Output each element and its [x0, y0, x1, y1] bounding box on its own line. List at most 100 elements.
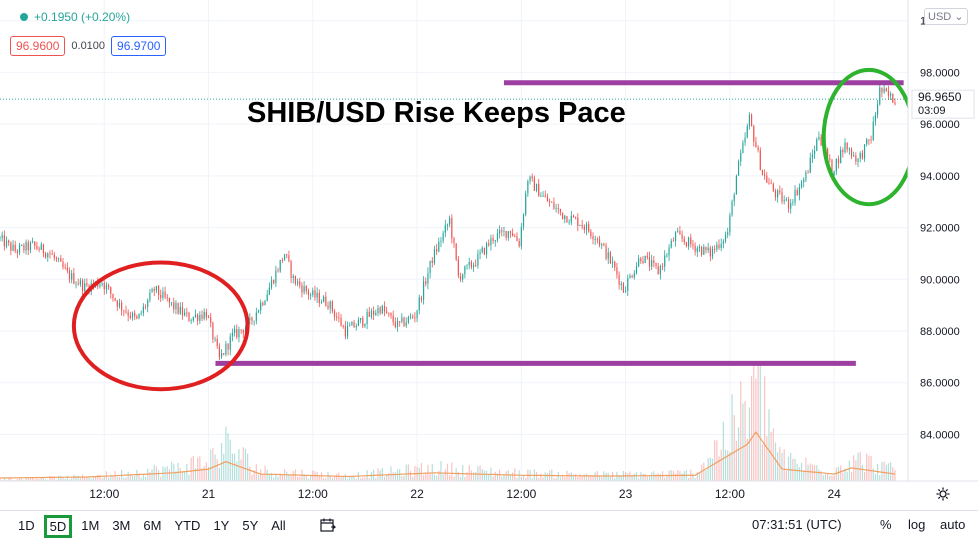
- range-button-1y[interactable]: 1Y: [213, 517, 230, 533]
- candle: [429, 260, 431, 279]
- volume-bar: [811, 464, 814, 481]
- volume-bar: [405, 464, 407, 481]
- volume-bar: [829, 475, 831, 481]
- volume-bar: [764, 376, 766, 481]
- buy-price-button[interactable]: 96.9700: [111, 36, 167, 56]
- auto-scale-toggle[interactable]: auto: [940, 517, 966, 532]
- range-button-1d[interactable]: 1D: [18, 517, 35, 533]
- candle: [527, 179, 529, 197]
- candle: [679, 225, 681, 235]
- volume-bar: [570, 472, 572, 481]
- candle: [870, 135, 872, 144]
- candle: [857, 158, 859, 168]
- candle: [207, 314, 210, 319]
- range-button-3m[interactable]: 3M: [112, 517, 131, 533]
- range-button-ytd[interactable]: YTD: [174, 517, 201, 533]
- candle-body: [379, 307, 381, 314]
- volume-bar: [34, 479, 36, 481]
- log-scale-toggle[interactable]: log: [908, 517, 926, 532]
- candle: [622, 281, 625, 294]
- candle-body: [190, 320, 192, 322]
- currency-selector[interactable]: USD ⌄: [924, 8, 968, 25]
- candle: [60, 255, 62, 262]
- sell-price-button[interactable]: 96.9600: [10, 36, 66, 56]
- candle: [685, 241, 688, 248]
- candle: [405, 317, 407, 328]
- price-chart[interactable]: SHIB/USD Rise Keeps Pace 84.0000 86.0000 8…: [0, 0, 978, 510]
- volume-bar: [525, 477, 527, 481]
- volume-bar: [153, 464, 155, 481]
- candle: [16, 249, 18, 258]
- volume-bar: [835, 467, 837, 481]
- candle: [364, 323, 366, 329]
- candle: [105, 282, 108, 294]
- candle: [292, 273, 294, 284]
- candle: [874, 111, 877, 126]
- candle-body: [887, 90, 890, 96]
- volume-bar: [236, 461, 238, 481]
- range-button-all[interactable]: All: [271, 517, 286, 533]
- candle-body: [355, 326, 357, 328]
- candle: [625, 286, 627, 293]
- candle-body: [742, 142, 744, 153]
- candle-body: [440, 241, 442, 242]
- candle: [40, 241, 42, 251]
- candle: [283, 253, 286, 261]
- volume-bar: [262, 474, 264, 481]
- volume-bar: [412, 476, 414, 481]
- candle: [507, 230, 509, 241]
- volume-bar: [201, 467, 203, 481]
- candle-body: [160, 294, 162, 298]
- percent-scale-toggle[interactable]: %: [880, 517, 892, 532]
- calendar-icon[interactable]: [320, 518, 336, 532]
- volume-bar: [520, 476, 522, 481]
- range-button-5d[interactable]: 5D: [43, 514, 73, 538]
- price-label-box: [911, 89, 975, 119]
- chart-area[interactable]: SHIB/USD Rise Keeps Pace 84.0000 86.0000 8…: [0, 0, 978, 510]
- candle-body: [512, 233, 514, 236]
- candle: [171, 302, 173, 307]
- candle: [466, 264, 468, 270]
- volume-bar: [729, 452, 731, 481]
- volume-bar: [92, 477, 95, 481]
- volume-bar: [436, 475, 438, 481]
- candle-body: [166, 297, 168, 299]
- candle-body: [216, 338, 218, 347]
- candle-body: [255, 312, 257, 321]
- volume-bar: [472, 472, 475, 481]
- candle: [787, 196, 790, 213]
- range-button-6m[interactable]: 6M: [143, 517, 162, 533]
- candle: [225, 340, 227, 357]
- candle: [774, 188, 777, 201]
- candle: [755, 136, 757, 148]
- candle: [781, 188, 783, 205]
- candle-body: [879, 87, 881, 105]
- volume-bar: [292, 470, 294, 481]
- candle-body: [0, 237, 1, 239]
- candle: [403, 316, 405, 327]
- candle-body: [307, 291, 310, 296]
- candle-body: [125, 311, 127, 313]
- volume-bar: [492, 476, 494, 481]
- candle-body: [31, 241, 34, 243]
- candle-body: [362, 317, 364, 327]
- range-button-1m[interactable]: 1M: [81, 517, 100, 533]
- utc-clock[interactable]: 07:31:51 (UTC): [752, 517, 842, 532]
- candle-body: [707, 247, 709, 251]
- candle: [446, 223, 449, 231]
- range-button-5y[interactable]: 5Y: [242, 517, 259, 533]
- candle: [220, 349, 223, 359]
- volume-bar: [516, 477, 518, 481]
- settings-gear-icon[interactable]: [935, 486, 951, 502]
- candle: [631, 274, 633, 279]
- candle: [197, 313, 199, 326]
- x-tick-label: 21: [202, 487, 216, 501]
- candle: [694, 242, 696, 256]
- volume-bar: [160, 476, 162, 481]
- candle-body: [611, 261, 614, 264]
- volume-bar: [503, 474, 505, 481]
- volume-bar: [470, 470, 472, 481]
- volume-bar: [720, 449, 722, 481]
- volume-bar: [388, 472, 390, 481]
- volume-bar: [368, 478, 370, 481]
